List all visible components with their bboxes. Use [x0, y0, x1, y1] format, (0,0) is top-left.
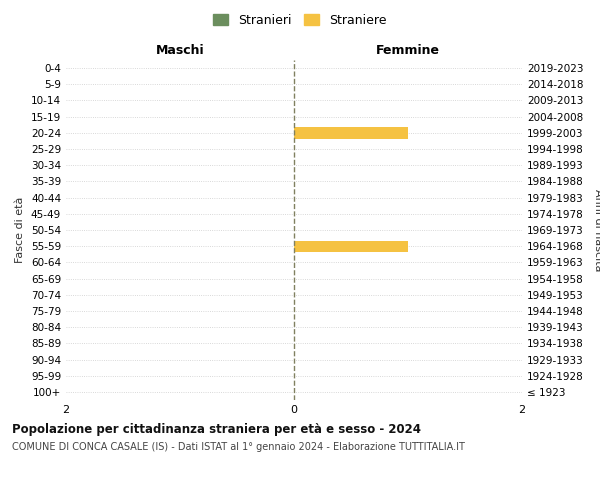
- Text: Maschi: Maschi: [155, 44, 205, 58]
- Text: Popolazione per cittadinanza straniera per età e sesso - 2024: Popolazione per cittadinanza straniera p…: [12, 422, 421, 436]
- Legend: Stranieri, Straniere: Stranieri, Straniere: [208, 8, 392, 32]
- Y-axis label: Anni di nascita: Anni di nascita: [593, 188, 600, 271]
- Bar: [294, 127, 408, 138]
- Text: COMUNE DI CONCA CASALE (IS) - Dati ISTAT al 1° gennaio 2024 - Elaborazione TUTTI: COMUNE DI CONCA CASALE (IS) - Dati ISTAT…: [12, 442, 465, 452]
- Bar: [294, 240, 408, 252]
- Text: Femmine: Femmine: [376, 44, 440, 58]
- Y-axis label: Fasce di età: Fasce di età: [16, 197, 25, 263]
